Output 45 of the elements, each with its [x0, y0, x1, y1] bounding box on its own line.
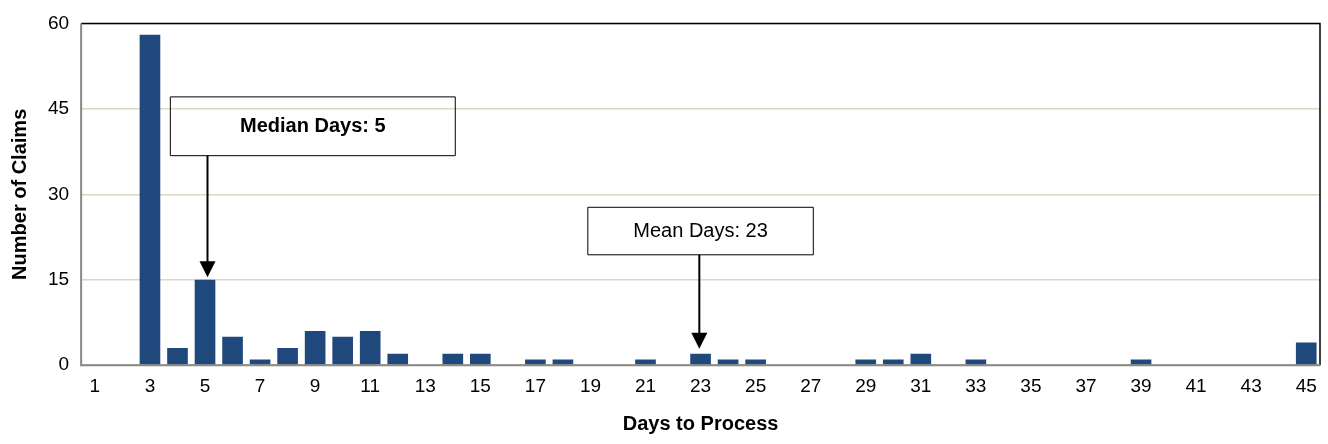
bar	[222, 336, 243, 365]
annotation: Mean Days: 23	[633, 218, 768, 241]
y-tick-label: 60	[47, 11, 70, 33]
x-tick-label: 17	[524, 374, 546, 396]
x-tick-label: 5	[199, 374, 211, 396]
x-tick-label: 35	[1020, 374, 1042, 396]
x-tick-label: 23	[690, 374, 712, 396]
x-tick-label: 45	[1295, 374, 1317, 396]
x-tick-label: 11	[360, 374, 381, 396]
bar	[470, 353, 491, 365]
x-tick-label: 21	[634, 374, 657, 396]
x-tick-label: 33	[965, 374, 987, 396]
x-tick-label: 3	[144, 374, 156, 396]
x-tick-label: 19	[579, 374, 602, 396]
x-tick-label: 9	[309, 374, 321, 396]
x-tick-label: 43	[1240, 374, 1262, 396]
x-tick-label: 25	[745, 374, 767, 396]
y-tick-label: 0	[58, 353, 70, 375]
y-tick-label: 30	[47, 182, 70, 204]
bar	[139, 34, 161, 365]
bar	[1295, 342, 1317, 365]
bar	[359, 331, 381, 365]
x-tick-label: 27	[800, 374, 822, 396]
x-tick-label: 37	[1075, 374, 1097, 396]
x-tick-label: 15	[469, 374, 491, 396]
x-tick-label: 31	[910, 374, 932, 396]
x-tick-label: 29	[855, 374, 877, 396]
x-tick-label: 13	[414, 374, 436, 396]
annotation: Median Days: 5	[240, 113, 386, 136]
bar	[332, 336, 353, 365]
x-axis-title: Days to Process	[622, 411, 779, 434]
x-tick-label: 39	[1130, 374, 1152, 396]
bar	[304, 331, 326, 365]
bar	[910, 353, 932, 365]
bar	[442, 353, 464, 365]
bar	[387, 353, 409, 365]
bar	[167, 348, 188, 365]
x-tick-label: 1	[89, 374, 101, 396]
x-tick-label: 41	[1185, 374, 1207, 396]
y-axis-title: Number of Claims	[7, 108, 30, 280]
bar	[277, 348, 298, 365]
x-tick-label: 7	[254, 374, 266, 396]
y-tick-label: 45	[47, 97, 70, 119]
y-tick-label: 15	[47, 267, 70, 289]
bar	[690, 353, 711, 365]
